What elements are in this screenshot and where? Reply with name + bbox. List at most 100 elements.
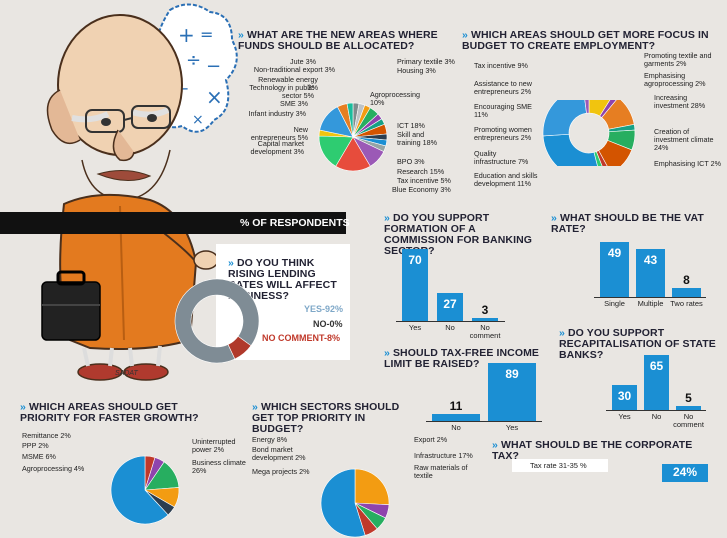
svg-text:÷: ÷ (186, 50, 201, 71)
recap-tick-0: Yes (618, 412, 631, 421)
employment-donut (542, 100, 636, 166)
vat-bar-2 (672, 288, 701, 297)
taxfree-axis (426, 421, 542, 422)
new_areas-label-6: New entrepreneurs 5% (250, 125, 308, 142)
recap-title: » DO YOU SUPPORT RECAPITALISATION OF STAT… (559, 327, 716, 361)
respondents-label: % OF RESPONDENTS (240, 217, 350, 229)
recap-value-2: 5 (685, 390, 692, 405)
vat-bar-0 (600, 242, 629, 297)
svg-text:×: × (192, 112, 204, 128)
new_areas-label-4: SME 3% (280, 99, 308, 108)
taxfree-title: » SHOULD TAX-FREE INCOME LIMIT BE RAISED? (384, 347, 540, 370)
commission-axis (396, 321, 505, 322)
new_areas-label-15: Tax incentive 5% (397, 176, 451, 185)
recap-bar-0 (612, 384, 637, 410)
svg-text:+: + (178, 23, 195, 47)
commission-bar-2 (472, 317, 498, 321)
recap-axis (606, 410, 706, 411)
growth-pie (110, 455, 180, 525)
corporate-bar-0 (662, 464, 708, 482)
corporate-value-0: 24% (672, 465, 698, 479)
new_areas-label-9: Housing 3% (397, 66, 436, 75)
lending-legend-no: NO-0% (313, 319, 343, 329)
employment-label-2: Encouraging SME 11% (474, 102, 532, 119)
new_areas-label-8: Primary textile 3% (397, 57, 455, 66)
recap-bar-2 (676, 405, 701, 410)
svg-text:×: × (206, 85, 223, 109)
sectors-label-3: Export 2% (414, 435, 448, 444)
svg-text:=: = (200, 25, 213, 44)
taxfree-bar-0 (432, 413, 480, 421)
employment-label-6: Promoting textile and garments 2% (644, 51, 712, 68)
new_areas-label-1: Non-traditional export 3% (253, 65, 335, 74)
recap-value-1: 65 (649, 359, 664, 373)
lending-legend-yes: YES-92% (304, 304, 344, 314)
commission-bar-1 (437, 293, 463, 321)
sectors-label-1: Bond market development 2% (252, 445, 306, 462)
new_areas-label-7: Capital market development 3% (250, 139, 304, 156)
employment-label-7: Emphasising agroprocessing 2% (644, 71, 706, 88)
new_areas-slice-16 (346, 102, 354, 138)
sectors-label-2: Mega projects 2% (252, 467, 310, 476)
new_areas-label-0: Jute 3% (290, 57, 316, 66)
new_areas-label-5: Infant industry 3% (248, 109, 306, 118)
new_areas-label-10: Agroprocessing 10% (370, 90, 420, 107)
growth-label-5: Business climate 26% (192, 458, 246, 475)
briefcase-icon (41, 270, 101, 341)
vat-bar-1 (636, 248, 665, 297)
recap-tick-1: No (651, 412, 662, 421)
commission-value-1: 27 (443, 297, 457, 312)
new_areas-label-14: Research 15% (397, 167, 445, 176)
sectors-label-0: Energy 8% (252, 435, 288, 444)
recap-value-0: 30 (617, 388, 632, 403)
employment-label-1: Assistance to new entrepreneurs 2% (474, 79, 532, 96)
sectors-pie (320, 468, 390, 538)
employment-label-3: Promoting women entrepreneurs 2% (474, 125, 532, 142)
lending-slice-0 (174, 278, 260, 364)
taxfree-value-0: 11 (449, 398, 463, 413)
vat-value-1: 43 (643, 252, 658, 267)
employment-title: » WHICH AREAS SHOULD GET MORE FOCUS IN BU… (462, 29, 709, 52)
caricature-illustration: + = ÷ − − × × (41, 3, 238, 381)
employment-label-9: Creation of investment climate 24% (654, 127, 714, 152)
taxfree-value-1: 89 (505, 367, 519, 381)
employment-label-5: Education and skills development 11% (474, 171, 538, 188)
lending-slice-2 (227, 335, 252, 360)
taxfree-tick-0: No (451, 423, 461, 432)
vat-value-2: 8 (683, 273, 690, 288)
vat-tick-1: Multiple (637, 299, 664, 308)
new-areas-title: » WHAT ARE THE NEW AREAS WHERE FUNDS SHOU… (238, 29, 438, 52)
vat-value-0: 49 (607, 246, 622, 260)
growth-title: » WHICH AREAS SHOULD GET PRIORITY FOR FAS… (20, 401, 199, 424)
new_areas-label-11: ICT 18% (397, 121, 425, 130)
commission-bar-0 (402, 249, 428, 321)
new_areas-label-12: Skill and training 18% (397, 130, 437, 147)
employment-label-4: Quality infrastructure 7% (474, 149, 529, 166)
new_areas-label-16: Blue Economy 3% (392, 185, 451, 194)
vat-tick-2: Two rates (670, 299, 703, 308)
taxfree-tick-1: Yes (505, 423, 519, 432)
sectors-label-4: Infrastructure 17% (414, 451, 473, 460)
lending-title: » DO YOU THINK RISING LENDING RATES WILL … (228, 257, 337, 302)
lending-legend-nocomment: NO COMMENT-8% (262, 333, 341, 343)
growth-label-4: Uninterrupted power 2% (192, 437, 236, 454)
growth-label-0: Remittance 2% (22, 431, 71, 440)
commission-tick-1: No (445, 323, 455, 332)
employment-slice-9 (542, 100, 587, 137)
commission-value-2: 3 (481, 302, 489, 317)
recap-tick-2: No comment (673, 412, 704, 429)
corporate-category-label: Tax rate 31-35 % (512, 459, 608, 472)
growth-label-1: PPP 2% (22, 441, 49, 450)
employment-slice-5 (598, 139, 633, 166)
respondents-band (0, 212, 346, 234)
vat-title: » WHAT SHOULD BE THE VAT RATE? (551, 212, 704, 235)
commission-tick-2: No comment (469, 323, 501, 340)
artist-signature: SADAT (115, 370, 138, 377)
corporate-title: » WHAT SHOULD BE THE CORPORATE TAX? (492, 439, 693, 462)
lending-donut (174, 278, 260, 364)
commission-value-0: 70 (408, 253, 422, 267)
recap-bar-1 (644, 355, 669, 410)
employment-label-8: Increasing investment 28% (654, 93, 706, 110)
new_areas-label-13: BPO 3% (397, 157, 425, 166)
employment-slice-8 (542, 133, 598, 166)
